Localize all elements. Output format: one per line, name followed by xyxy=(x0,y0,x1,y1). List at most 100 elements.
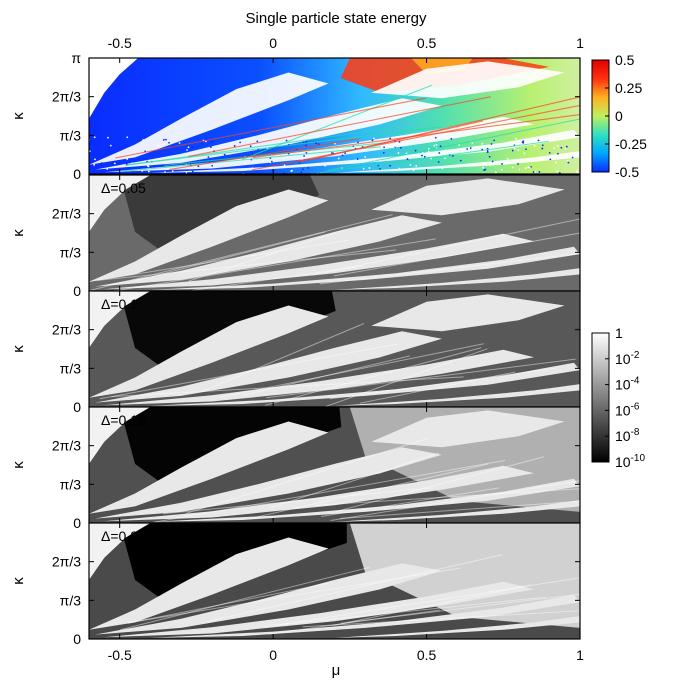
y-tick-label: 0 xyxy=(73,399,81,415)
energy-dot xyxy=(566,159,569,162)
gap-streak xyxy=(127,582,328,624)
gap-lobe-1 xyxy=(95,563,442,635)
gap-streak xyxy=(311,218,580,276)
gap-lobe-2 xyxy=(104,581,535,638)
gap-streak xyxy=(120,566,370,631)
energy-dot xyxy=(212,140,215,143)
energy-dot xyxy=(399,146,402,149)
energy-dot xyxy=(168,141,170,144)
energy-streak xyxy=(125,127,392,167)
energy-dot xyxy=(515,137,517,140)
energy-dot xyxy=(518,168,521,171)
gap-streak xyxy=(131,231,326,283)
energy-dot xyxy=(458,144,461,146)
gap-streak xyxy=(332,584,531,627)
energy-dot xyxy=(249,145,252,148)
energy-streak xyxy=(115,97,426,159)
energy-dot xyxy=(331,152,333,154)
gap-lobe-5 xyxy=(371,178,565,216)
energy-dot xyxy=(421,152,424,154)
energy-dot xyxy=(495,171,497,174)
energy-dot xyxy=(187,146,190,149)
energy-dot xyxy=(126,136,129,139)
panel-3: Δ=0.15 0 π/3 2π/3 κ xyxy=(10,406,581,531)
energy-dot xyxy=(164,171,166,173)
energy-dot xyxy=(107,136,109,139)
gap-lobe-0 xyxy=(89,189,329,282)
energy-dot xyxy=(394,145,397,147)
energy-dot xyxy=(116,163,119,165)
bottom-x-tick-label: 0.5 xyxy=(417,647,437,663)
panel-4-map xyxy=(89,523,580,639)
energy-dot xyxy=(444,149,447,152)
energy-dot xyxy=(397,152,400,154)
panel-label-4: Δ=0.2 xyxy=(101,528,138,544)
gap-streak xyxy=(89,239,349,282)
energy-dot xyxy=(553,147,556,150)
colorbar-gap-label: 1 xyxy=(615,325,623,341)
energy-dot xyxy=(421,154,423,157)
gap-dome xyxy=(89,291,151,348)
gap-streak xyxy=(99,343,399,400)
energy-dot xyxy=(197,165,200,168)
energy-dot xyxy=(98,139,100,142)
panel-frame-4 xyxy=(88,522,581,640)
energy-lobe-5 xyxy=(371,61,565,99)
colorbar-energy-label: -0.25 xyxy=(615,136,647,152)
gap-streak xyxy=(241,355,410,397)
energy-dot xyxy=(209,146,212,149)
top-x-tick-label: -0.5 xyxy=(108,35,132,51)
gap-streak xyxy=(116,238,436,291)
gap-dome xyxy=(89,407,151,464)
energy-dot xyxy=(484,168,487,171)
energy-dome xyxy=(89,58,139,119)
energy-dot xyxy=(488,155,491,158)
gap-streak xyxy=(219,343,484,398)
energy-dot xyxy=(142,139,145,141)
energy-dot xyxy=(517,149,520,152)
energy-dot xyxy=(290,170,293,172)
gap-lobe-2 xyxy=(104,465,535,522)
energy-dot xyxy=(357,141,359,144)
energy-dot xyxy=(439,145,442,148)
energy-dot xyxy=(450,137,453,140)
energy-dot xyxy=(556,144,559,147)
bottom-x-axis: -0.5 0 0.5 1 xyxy=(108,647,584,663)
energy-dot xyxy=(525,148,527,151)
energy-dot xyxy=(300,171,303,174)
energy-dot xyxy=(513,147,516,150)
energy-dot xyxy=(251,167,254,170)
energy-dot xyxy=(438,152,441,154)
energy-dot xyxy=(414,149,417,152)
y-tick-label: 2π/3 xyxy=(52,206,81,222)
gap-streak xyxy=(90,214,393,291)
gap-black-region xyxy=(119,175,320,255)
top-x-tick-label: 0 xyxy=(269,35,277,51)
energy-dot xyxy=(501,162,503,165)
energy-streak xyxy=(164,142,385,166)
energy-dot xyxy=(100,162,103,164)
gap-streak xyxy=(277,577,580,626)
gap-lobe-4 xyxy=(334,384,580,406)
energy-streak xyxy=(252,114,580,159)
panel-0: 0 π/3 2π/3 π κ xyxy=(10,50,581,182)
energy-dot xyxy=(412,169,415,172)
gap-streak xyxy=(185,437,429,514)
energy-dot xyxy=(444,157,446,160)
energy-dot xyxy=(548,152,551,154)
y-tick-label: π/3 xyxy=(60,592,82,608)
energy-dot xyxy=(552,155,555,158)
energy-dot xyxy=(93,163,96,166)
energy-dot xyxy=(271,140,274,142)
gap-lobe-0 xyxy=(89,537,329,630)
colorbar-energy: 0.5 0.25 0 -0.25 -0.5 xyxy=(591,52,647,180)
gap-streak xyxy=(268,609,440,635)
y-tick-label: π xyxy=(71,50,81,66)
energy-dot xyxy=(471,142,474,144)
gap-lobe-4 xyxy=(334,500,580,522)
energy-dot xyxy=(576,171,579,174)
energy-dot xyxy=(443,152,446,155)
energy-dot xyxy=(307,166,310,169)
energy-dot xyxy=(153,165,156,168)
